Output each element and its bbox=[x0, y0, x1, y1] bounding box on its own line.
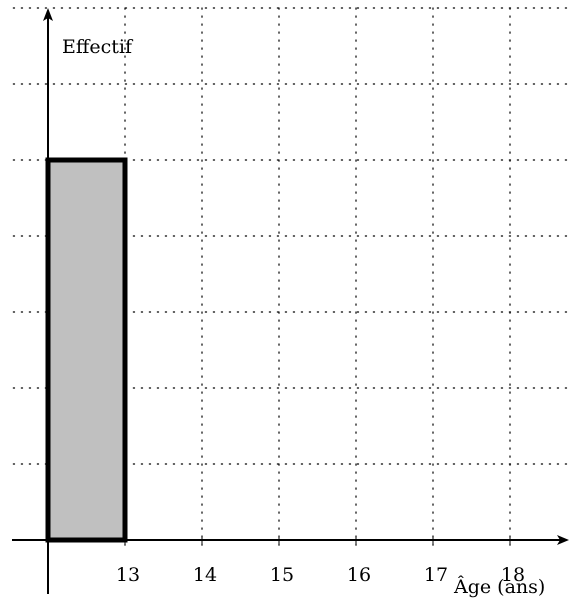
x-tick-label: 15 bbox=[270, 564, 294, 586]
x-tick-label: 14 bbox=[193, 564, 217, 586]
x-tick-label: 13 bbox=[116, 564, 140, 586]
x-tick-label: 17 bbox=[424, 564, 448, 586]
histogram-bars bbox=[48, 160, 125, 540]
x-tick-label: 16 bbox=[347, 564, 371, 586]
x-axis-label: Âge (ans) bbox=[453, 575, 545, 598]
histogram-bar bbox=[48, 160, 125, 540]
y-axis-label: Effectif bbox=[62, 36, 134, 58]
